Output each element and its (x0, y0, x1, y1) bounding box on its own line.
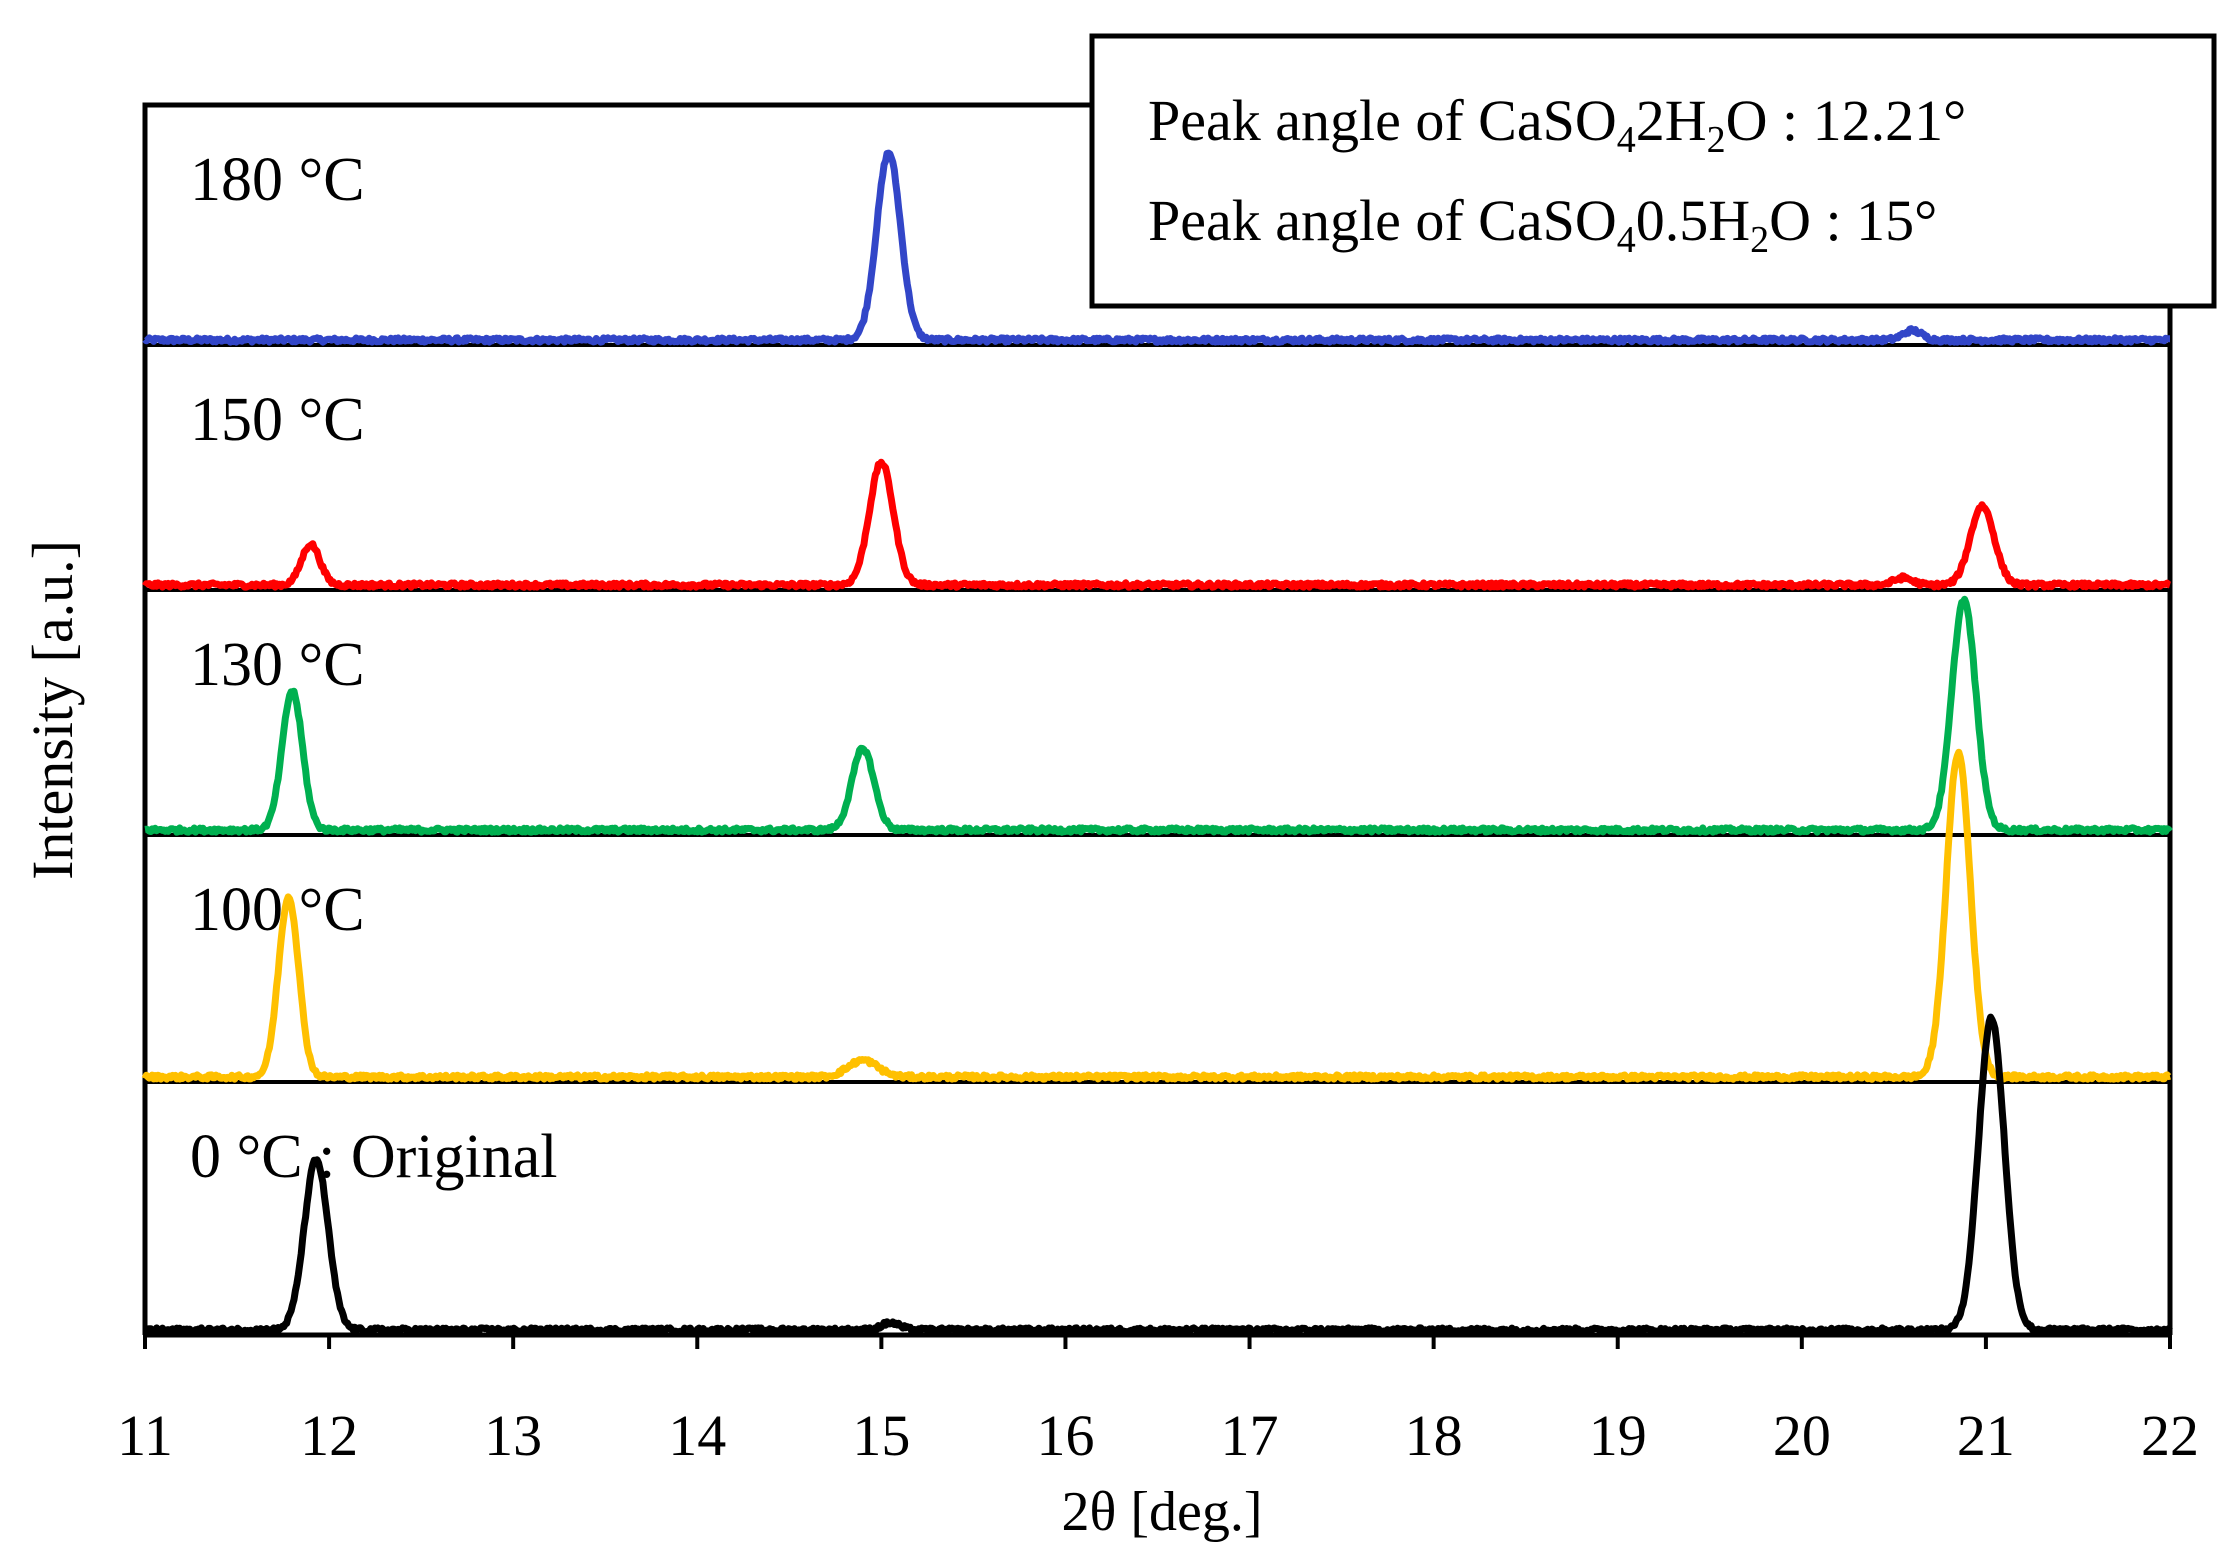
series-label: 100 °C (190, 876, 365, 944)
x-tick-label: 15 (852, 1403, 910, 1468)
series-curves (141, 149, 2173, 1336)
x-tick-label: 19 (1589, 1403, 1647, 1468)
x-tick-label: 21 (1957, 1403, 2015, 1468)
series-labels: 180 °C 150 °C 130 °C 100 °C 0 °C : Original (190, 146, 558, 1191)
x-tick-label: 22 (2141, 1403, 2199, 1468)
x-tick-label: 20 (1773, 1403, 1831, 1468)
x-axis: 11 12 13 14 15 16 17 18 19 20 21 22 (117, 1332, 2199, 1468)
y-axis-label: Intensity [a.u.] (20, 540, 85, 880)
series-line (142, 458, 2173, 591)
series-label: 180 °C (190, 146, 365, 214)
x-axis-label: 2θ [deg.] (1062, 1481, 1263, 1543)
x-tick-label: 18 (1405, 1403, 1463, 1468)
series-line (142, 595, 2173, 836)
series-label: 0 °C : Original (190, 1123, 558, 1191)
series-label: 150 °C (190, 386, 365, 454)
x-tick-label: 11 (117, 1403, 173, 1468)
series-line (142, 1013, 2173, 1336)
series-line (142, 149, 2173, 346)
series-label: 130 °C (190, 631, 365, 699)
legend-entry-hemihydrate: Peak angle of CaSO40.5H2O : 15° (1148, 188, 1937, 261)
legend-entry-dihydrate: Peak angle of CaSO42H2O : 12.21° (1148, 88, 1966, 161)
x-tick-label: 12 (300, 1403, 358, 1468)
series-line (141, 748, 2173, 1083)
legend-box: Peak angle of CaSO42H2O : 12.21° Peak an… (1089, 33, 2217, 309)
x-tick-label: 13 (484, 1403, 542, 1468)
x-tick-label: 17 (1221, 1403, 1279, 1468)
x-tick-label: 16 (1036, 1403, 1094, 1468)
x-tick-label: 14 (668, 1403, 726, 1468)
legend-frame (1089, 33, 2217, 309)
